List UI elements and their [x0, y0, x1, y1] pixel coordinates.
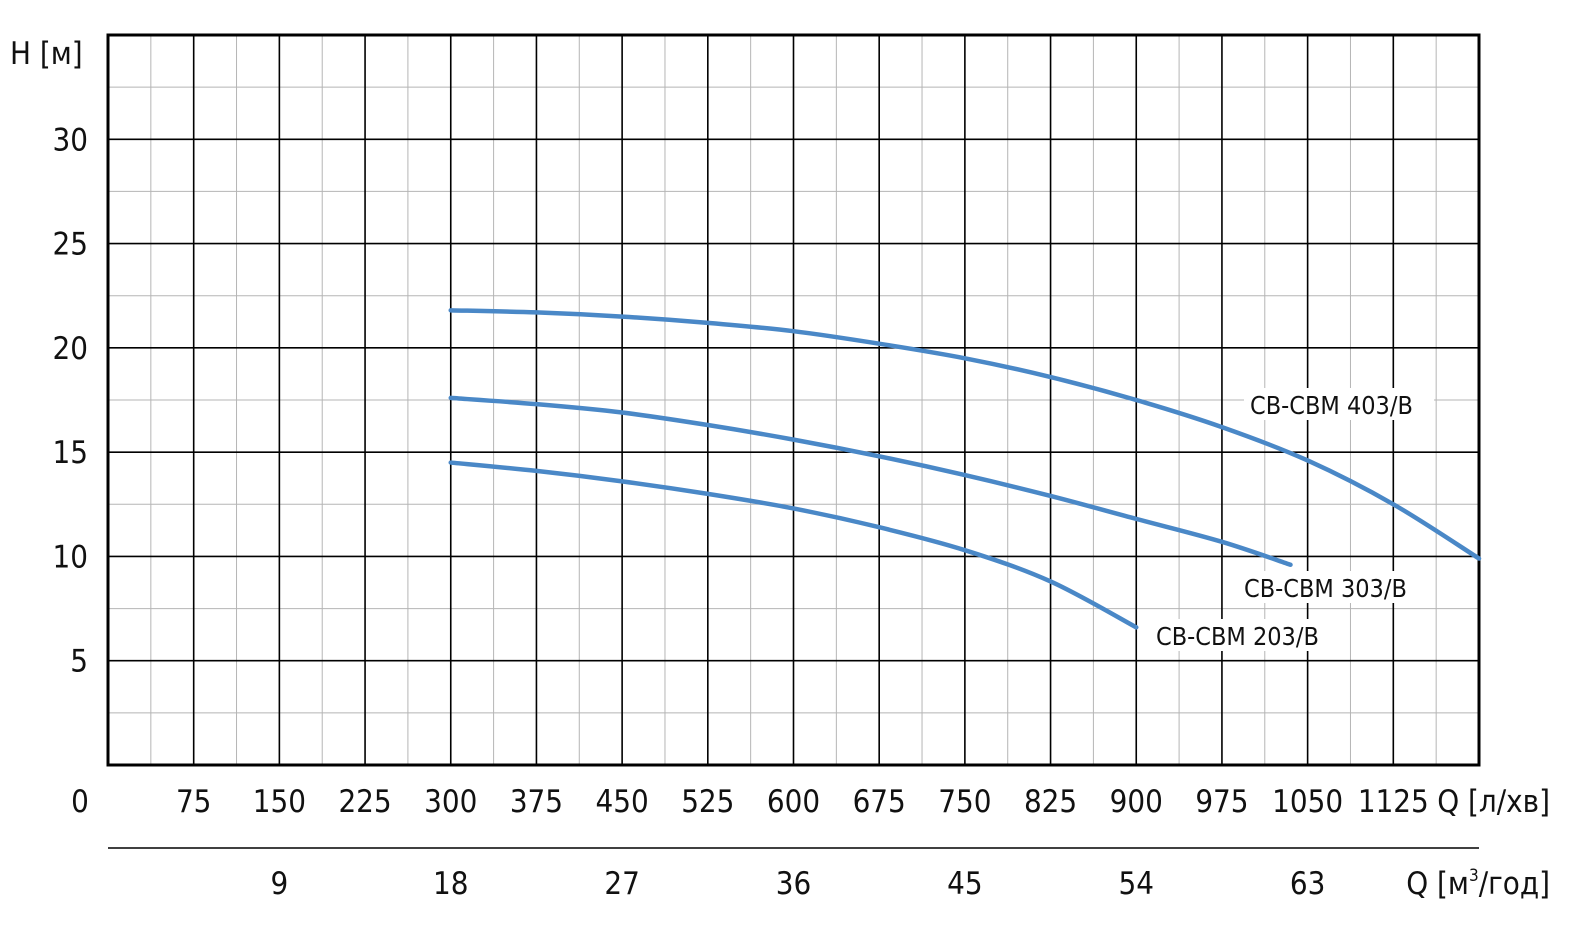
x-tick-label: 300	[424, 784, 477, 820]
major-grid	[108, 35, 1479, 765]
series-label-bg	[1244, 388, 1434, 420]
x-tick-label: 675	[853, 784, 906, 820]
series-line-1	[448, 308, 1482, 561]
x-tick-label: 750	[938, 784, 991, 820]
x-tick-label: 525	[681, 784, 734, 820]
x-tick-label: 825	[1024, 784, 1077, 820]
series-label: CB-CBM 303/B	[1244, 574, 1407, 603]
y-axis-title: H [м]	[10, 36, 83, 72]
y-tick-labels: 5 10 15 20 25 30	[53, 122, 88, 679]
y-tick-label: 30	[53, 122, 88, 158]
secondary-x-axis-title: Q [м3/год]	[1406, 866, 1550, 902]
series-label-bg	[1238, 571, 1428, 603]
y-tick-label: 15	[53, 435, 88, 471]
series-line-3	[448, 460, 1139, 630]
x-tick-labels: 0 75 150 225 300 375 450 525 600 675 750 825 900 975 1…	[71, 784, 1429, 820]
x2-tick-label: 18	[433, 866, 468, 902]
x-tick-label: 600	[767, 784, 820, 820]
series-label: CB-CBM 403/B	[1250, 391, 1413, 420]
x-tick-label: 975	[1195, 784, 1248, 820]
x-tick-label: 1050	[1272, 784, 1343, 820]
x-tick-label: 375	[510, 784, 563, 820]
secondary-x-tick-labels: 9 18 27 36 45 54 63	[271, 866, 1326, 902]
x-tick-label: 225	[338, 784, 391, 820]
y-tick-label: 5	[70, 644, 88, 680]
x-tick-label: 1125	[1358, 784, 1429, 820]
x-tick-label: 900	[1110, 784, 1163, 820]
x-tick-label: 150	[253, 784, 306, 820]
x2-tick-label: 9	[271, 866, 289, 902]
x2-tick-label: 45	[947, 866, 982, 902]
x-tick-label: 0	[71, 784, 89, 820]
y-tick-label: 25	[53, 227, 88, 263]
x-tick-label: 75	[176, 784, 211, 820]
x2-tick-label: 27	[604, 866, 639, 902]
y-tick-label: 10	[53, 539, 88, 575]
plot-frame	[106, 33, 1481, 767]
series-label: CB-CBM 203/B	[1156, 622, 1319, 651]
x2-tick-label: 54	[1119, 866, 1154, 902]
x-tick-label: 450	[596, 784, 649, 820]
x-axis-title: Q [л/хв]	[1437, 784, 1550, 820]
y-tick-label: 20	[53, 331, 88, 367]
series-line-2	[448, 395, 1293, 568]
x2-tick-label: 63	[1290, 866, 1325, 902]
x2-tick-label: 36	[776, 866, 811, 902]
curves-layer: CB-CBM 403/B CB-CBM 303/B CB-CBM 203/B	[448, 308, 1482, 651]
series-label-bg	[1150, 619, 1340, 651]
